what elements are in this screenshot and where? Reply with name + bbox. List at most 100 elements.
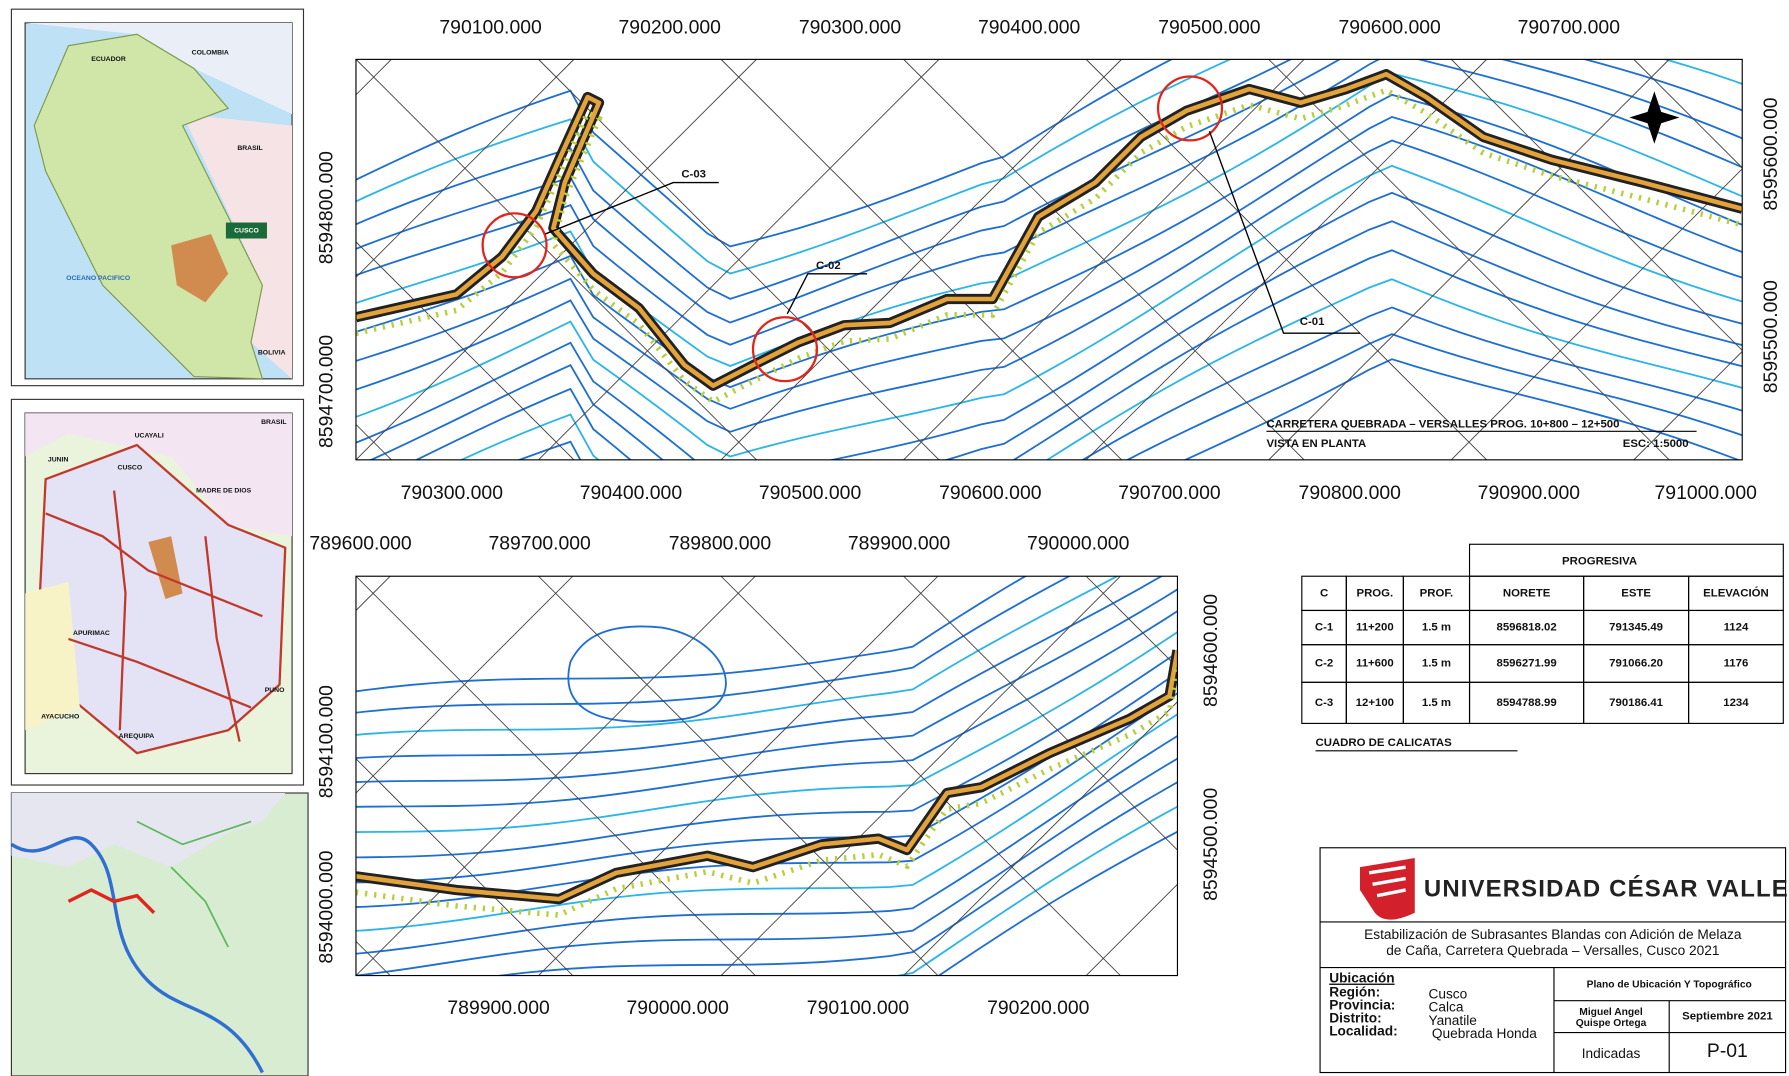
project-title: de Caña, Carretera Quebrada – Versalles,… (1386, 943, 1719, 958)
test-pit-table: PROGRESIVA CPROG.PROF.NORETEESTEELEVACIÓ… (1302, 544, 1783, 751)
university-name: UNIVERSIDAD CÉSAR VALLEJO (1424, 874, 1789, 902)
table-header: ESTE (1621, 587, 1651, 599)
x-coordinate-label: 790200.000 (619, 17, 722, 39)
table-cell-text: 1.5 m (1422, 658, 1451, 670)
inset-label: PUNO (265, 687, 285, 694)
y-coordinate-label: 8594700.000 (316, 335, 338, 448)
x-coordinate-label: 790100.000 (439, 17, 542, 39)
inset-label: ECUADOR (91, 56, 126, 63)
drawing-scale: Indicadas (1582, 1046, 1641, 1061)
table-header: PROF. (1420, 587, 1454, 599)
table-cell-text: 11+200 (1356, 622, 1394, 634)
x-coordinate-label: 790400.000 (978, 17, 1081, 39)
x-coordinate-label: 790500.000 (1158, 17, 1261, 39)
inset-maps: ECUADOR COLOMBIA BRASIL CUSCO OCEANO PAC… (11, 9, 308, 1076)
y-coordinate-label: 8594800.000 (316, 151, 338, 264)
contour-line (342, 802, 1186, 1020)
table-cell-text: 791345.49 (1609, 622, 1663, 634)
inset-label: CUSCO (234, 227, 259, 234)
location-label: Localidad: (1329, 1024, 1397, 1039)
contour-line (342, 359, 1757, 650)
sheet-title: Plano de Ubicación Y Topográfico (1587, 979, 1752, 990)
table-cell-text: 1124 (1724, 622, 1749, 634)
grid-diagonal (1634, 576, 1789, 975)
table-header: PROG. (1356, 587, 1393, 599)
x-coordinate-label: 789900.000 (447, 997, 550, 1019)
author: Quispe Ortega (1576, 1018, 1647, 1029)
contour-line (568, 626, 726, 721)
x-coordinate-label: 790400.000 (580, 482, 683, 504)
x-coordinate-label: 790200.000 (987, 997, 1090, 1019)
inset-label: AYACUCHO (41, 713, 80, 720)
inset-label: UCAYALI (135, 433, 164, 440)
north-arrow (1629, 91, 1679, 143)
x-coordinate-label: 790900.000 (1478, 482, 1581, 504)
inset-label: COLOMBIA (192, 49, 229, 56)
x-coordinate-label: 790000.000 (627, 997, 730, 1019)
table-cell-text: 790186.41 (1609, 697, 1664, 709)
x-coordinate-label: 790700.000 (1118, 482, 1221, 504)
table-cell-text: 1.5 m (1422, 622, 1451, 634)
x-coordinate-label: 791000.000 (1655, 482, 1758, 504)
x-coordinate-label: 789800.000 (669, 532, 772, 554)
x-coordinate-label: 790300.000 (799, 17, 902, 39)
table-header: C (1320, 587, 1328, 599)
plan-subtitle: VISTA EN PLANTA (1266, 438, 1366, 450)
drawing-sheet: ECUADOR COLOMBIA BRASIL CUSCO OCEANO PAC… (0, 0, 1789, 1076)
contour-line (342, 489, 1186, 693)
y-coordinate-label: 8594600.000 (1200, 594, 1222, 707)
table-cell-text: C-3 (1315, 697, 1333, 709)
grid-diagonal (1634, 576, 1789, 975)
table-cell-text: C-2 (1315, 658, 1333, 670)
y-coordinate-label: 8594100.000 (316, 685, 338, 798)
table-cell-text: 8596271.99 (1496, 658, 1556, 670)
inset-label: CUSCO (118, 465, 143, 472)
table-cell-text: 1234 (1723, 697, 1749, 709)
callout-label: C-02 (816, 260, 841, 272)
y-coordinate-label: 8594000.000 (316, 850, 338, 963)
inset-label: APURIMAC (73, 630, 110, 637)
grid-diagonal (1269, 576, 1668, 975)
x-coordinate-label: 790600.000 (1338, 17, 1441, 39)
grid-diagonal (1451, 576, 1789, 975)
x-coordinate-label: 790100.000 (807, 997, 910, 1019)
callout-label: C-03 (681, 169, 706, 181)
inset-label: AREQUIPA (119, 733, 155, 740)
page: { "top_plan": { "x_top_labels": ["790100… (0, 0, 1789, 1076)
road-slopes (356, 666, 1177, 915)
table-caption: CUADRO DE CALICATAS (1316, 737, 1453, 749)
table-cell-text: 12+100 (1356, 697, 1394, 709)
x-coordinate-label: 790300.000 (401, 482, 504, 504)
y-coordinate-label: 8595600.000 (1760, 97, 1782, 210)
inset-label: OCEANO PACIFICO (66, 275, 131, 282)
x-coordinate-label: 789600.000 (309, 532, 412, 554)
x-coordinate-label: 789900.000 (848, 532, 951, 554)
x-coordinate-label: 789700.000 (488, 532, 591, 554)
callout-label: C-01 (1300, 316, 1325, 328)
table-cell-text: 1176 (1724, 658, 1749, 670)
grid-diagonal (1451, 576, 1789, 975)
grid-diagonal (1269, 576, 1668, 975)
location-value: Quebrada Honda (1432, 1026, 1537, 1041)
inset-label: BRASIL (261, 419, 286, 426)
plan-title: CARRETERA QUEBRADA – VERSALLES PROG. 10+… (1266, 418, 1619, 430)
y-coordinate-label: 8594500.000 (1200, 788, 1222, 901)
inset-label: JUNIN (48, 457, 69, 464)
inset-label: BRASIL (237, 145, 262, 152)
x-coordinate-label: 790600.000 (939, 482, 1042, 504)
inset-label: BOLIVIA (258, 349, 286, 356)
table-cell-text: 11+600 (1356, 658, 1394, 670)
sheet-number: P-01 (1707, 1040, 1748, 1062)
table-header: ELEVACIÓN (1703, 586, 1769, 599)
plan-scale: ESC: 1:5000 (1623, 438, 1689, 450)
y-coordinate-label: 8595500.000 (1760, 280, 1782, 393)
title-block: UNIVERSIDAD CÉSAR VALLEJO Estabilización… (1320, 848, 1789, 1073)
project-title: Estabilización de Subrasantes Blandas co… (1364, 927, 1742, 942)
x-coordinate-label: 790000.000 (1027, 532, 1130, 554)
table-cell-text: 791066.20 (1609, 658, 1663, 670)
table-cell-text: 8594788.99 (1496, 697, 1556, 709)
table-cell-text: 1.5 m (1422, 697, 1451, 709)
date: Septiembre 2021 (1682, 1011, 1773, 1023)
x-coordinate-label: 790800.000 (1299, 482, 1402, 504)
university-logo (1360, 858, 1415, 920)
